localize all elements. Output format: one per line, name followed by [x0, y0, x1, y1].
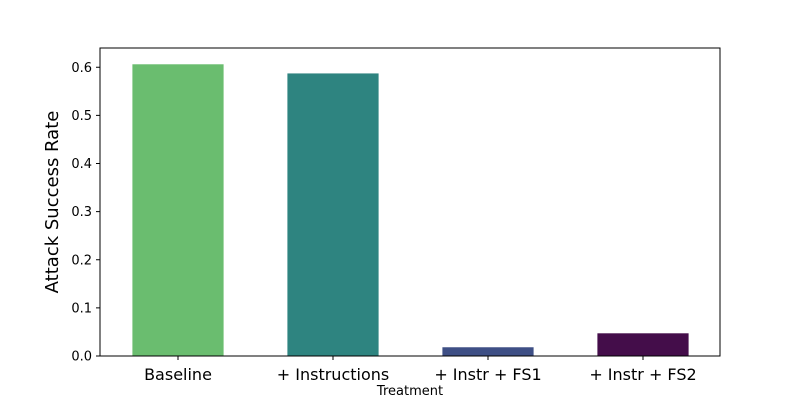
y-axis: 0.0 0.1 0.2 0.3 0.4 0.5 0.6: [71, 61, 100, 365]
x-tick-label: Baseline: [144, 365, 212, 384]
bar-2: [441, 346, 535, 357]
y-tick-label: 0.6: [71, 61, 92, 76]
bar-3: [596, 332, 690, 357]
x-tick-label: + Instr + FS2: [589, 365, 696, 384]
x-tick-label: + Instructions: [277, 365, 389, 384]
x-tick-label: + Instr + FS1: [434, 365, 541, 384]
bar-1: [286, 72, 380, 357]
y-axis-label: Attack Success Rate: [42, 111, 63, 294]
x-axis-label: Treatment: [376, 384, 443, 399]
y-tick-label: 0.5: [71, 109, 92, 124]
bar-0: [131, 63, 225, 357]
y-tick-label: 0.1: [71, 301, 92, 316]
y-tick-label: 0.3: [71, 205, 92, 220]
x-axis: Baseline + Instructions + Instr + FS1 + Ins…: [144, 356, 697, 384]
y-tick-label: 0.2: [71, 253, 92, 268]
y-tick-label: 0.0: [71, 350, 92, 365]
y-tick-label: 0.4: [71, 157, 92, 172]
plot-frame: [99, 47, 721, 357]
bars-group: [131, 63, 690, 357]
